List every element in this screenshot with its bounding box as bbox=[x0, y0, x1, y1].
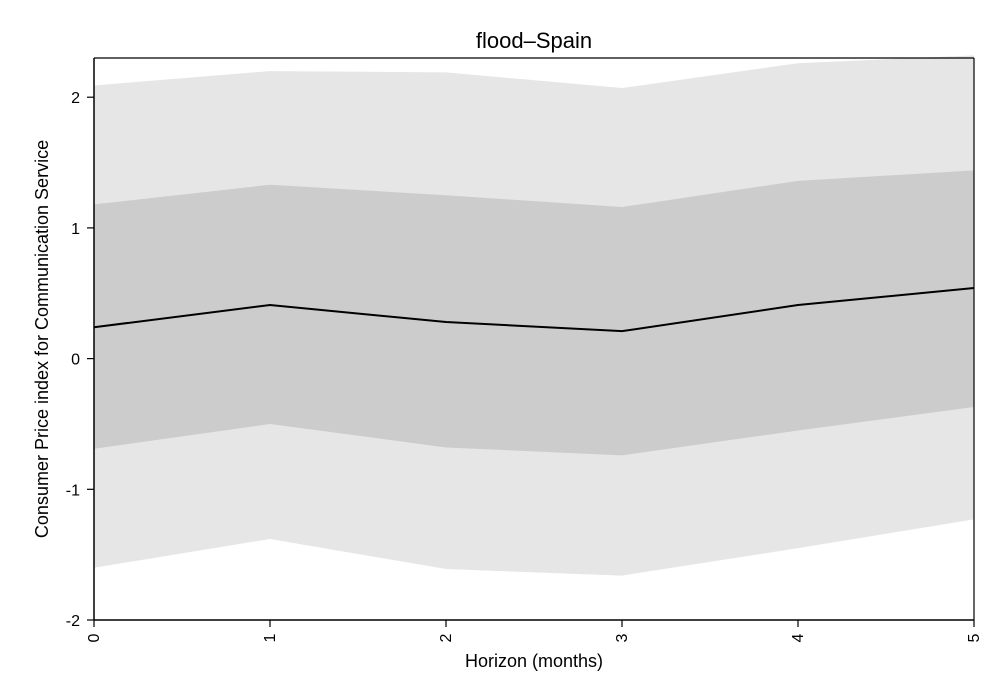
y-tick-label: 0 bbox=[71, 352, 80, 369]
y-tick-label: -2 bbox=[66, 613, 80, 630]
y-axis-ticks: -2 -1 0 1 2 bbox=[66, 90, 94, 630]
x-tick-label: 0 bbox=[86, 633, 103, 642]
x-tick-label: 4 bbox=[790, 633, 807, 642]
impulse-response-line bbox=[93, 287, 975, 333]
y-tick-label: 1 bbox=[71, 221, 80, 238]
series-line bbox=[93, 287, 975, 333]
confidence-bands bbox=[94, 55, 974, 576]
y-tick-label: 2 bbox=[71, 90, 80, 107]
y-axis-title: Consumer Price index for Communication S… bbox=[32, 140, 52, 538]
x-tick-label: 2 bbox=[438, 633, 455, 642]
chart-title: flood–Spain bbox=[476, 28, 592, 53]
x-axis-ticks: 0 1 2 3 4 5 bbox=[86, 620, 983, 642]
x-tick-label: 3 bbox=[614, 633, 631, 642]
inner-confidence-band bbox=[94, 170, 974, 456]
y-tick-label: -1 bbox=[66, 482, 80, 499]
x-tick-label: 1 bbox=[262, 633, 279, 642]
x-axis-title: Horizon (months) bbox=[465, 651, 603, 671]
x-tick-label: 5 bbox=[966, 633, 983, 642]
